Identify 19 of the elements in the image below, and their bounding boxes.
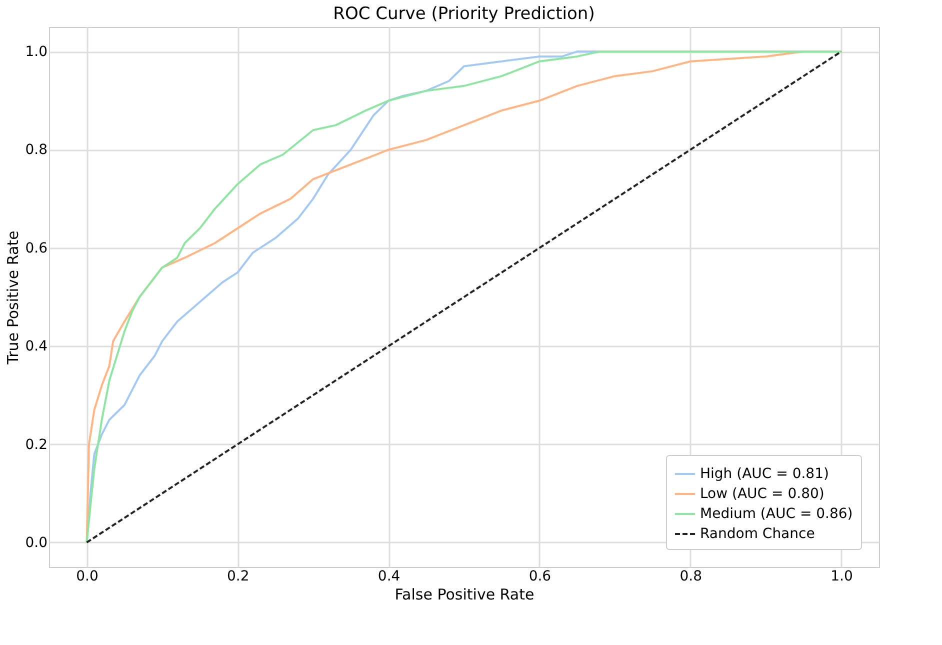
legend-label: Medium (AUC = 0.86) [700, 506, 853, 522]
legend-label: Random Chance [700, 526, 815, 542]
x-tick-label: 0.2 [227, 568, 250, 584]
x-tick-label: 0.8 [680, 568, 702, 584]
x-tick-label: 0.6 [528, 568, 552, 584]
x-axis-title: False Positive Rate [394, 586, 534, 604]
y-tick-label: 0.2 [25, 436, 48, 453]
chart-title: ROC Curve (Priority Prediction) [333, 4, 595, 24]
legend-label: High (AUC = 0.81) [700, 466, 829, 482]
y-tick-label: 0.8 [25, 142, 48, 158]
y-tick-label: 0.6 [25, 240, 48, 256]
y-axis-title: True Positive Rate [4, 230, 22, 366]
legend-label: Low (AUC = 0.80) [700, 486, 824, 502]
x-tick-label: 0.4 [378, 568, 400, 584]
x-tick-label: 1.0 [830, 568, 853, 584]
y-tick-label: 1.0 [25, 44, 48, 60]
y-tick-label: 0.4 [25, 338, 48, 355]
y-tick-label: 0.0 [25, 534, 48, 551]
x-tick-label: 0.0 [76, 568, 98, 584]
